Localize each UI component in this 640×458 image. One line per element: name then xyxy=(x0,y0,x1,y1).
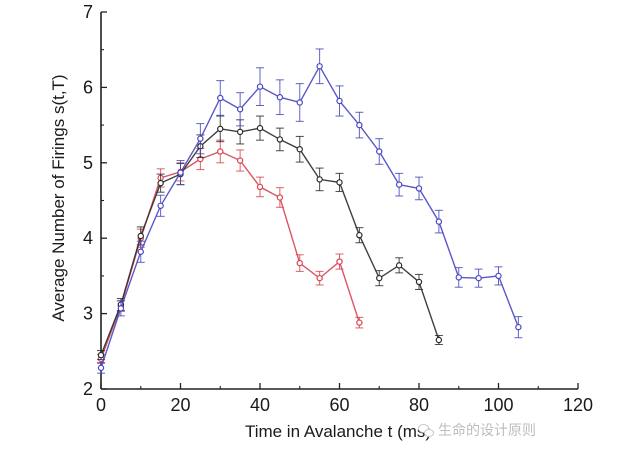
data-point-black xyxy=(236,128,244,136)
data-point-black xyxy=(217,125,224,133)
data-point-red xyxy=(356,319,363,326)
series-line-blue xyxy=(100,64,520,369)
plot-axes: 0 20 40 60 80 100 120 2 3 4 5 6 7 xyxy=(83,2,593,415)
series-black xyxy=(97,115,443,361)
data-point-blue xyxy=(435,218,443,225)
data-point-blue xyxy=(177,169,184,176)
x-tick-label: 60 xyxy=(329,395,349,415)
data-point-blue xyxy=(515,323,522,331)
data-point-blue xyxy=(236,106,244,113)
data-point-black xyxy=(435,336,443,344)
data-point-blue xyxy=(356,121,363,129)
data-point-black xyxy=(137,232,144,240)
watermark-text: 生命的设计原则 xyxy=(438,422,536,438)
data-point-blue xyxy=(415,185,423,192)
x-axis-label: Time in Avalanche t (ms) xyxy=(245,422,431,441)
data-point-blue xyxy=(395,181,403,188)
data-point-blue xyxy=(376,148,383,155)
data-point-blue xyxy=(296,99,303,106)
x-tick-label: 100 xyxy=(483,395,513,415)
data-point-red xyxy=(336,258,343,265)
data-point-blue xyxy=(157,202,164,209)
y-axis-label: Average Number of Firings s(t,T) xyxy=(49,74,68,321)
data-point-black xyxy=(157,179,164,187)
x-tick-label: 0 xyxy=(96,395,106,415)
data-point-black xyxy=(336,179,343,186)
data-point-black xyxy=(356,231,363,239)
y-tick-label: 6 xyxy=(83,77,93,97)
data-point-blue xyxy=(256,83,264,90)
data-point-blue xyxy=(217,94,224,102)
data-point-blue xyxy=(316,63,323,70)
data-point-red xyxy=(236,157,244,164)
data-point-blue xyxy=(276,94,284,101)
data-point-blue xyxy=(117,305,125,312)
data-point-black xyxy=(256,124,264,132)
data-point-blue xyxy=(455,274,462,281)
y-tick-label: 4 xyxy=(83,228,93,248)
y-tick-label: 7 xyxy=(83,2,93,22)
data-point-black xyxy=(376,274,383,282)
data-point-blue xyxy=(97,364,105,372)
y-tick-label: 3 xyxy=(83,304,93,324)
data-point-red xyxy=(316,274,323,282)
data-point-red xyxy=(256,183,264,191)
series-blue xyxy=(97,48,523,374)
y-tick-label: 5 xyxy=(83,153,93,173)
x-tick-label: 20 xyxy=(170,395,190,415)
data-point-blue xyxy=(137,248,144,255)
wechat-icon xyxy=(418,423,434,437)
data-point-black xyxy=(296,146,303,153)
x-tick-label: 40 xyxy=(250,395,270,415)
watermark: 生命的设计原则 xyxy=(418,420,536,440)
series-line-black xyxy=(100,127,440,356)
data-point-black xyxy=(97,351,105,359)
x-tick-label: 80 xyxy=(409,395,429,415)
data-point-red xyxy=(276,194,284,201)
data-point-red xyxy=(296,259,303,267)
data-point-black xyxy=(316,176,323,183)
series-layer xyxy=(97,48,523,374)
data-point-red xyxy=(217,148,224,155)
x-tick-label: 120 xyxy=(563,395,593,415)
data-point-blue xyxy=(336,97,343,105)
y-tick-label: 2 xyxy=(83,379,93,399)
data-point-blue xyxy=(495,272,502,280)
data-point-blue xyxy=(197,135,204,142)
data-point-black xyxy=(276,136,284,143)
series-red xyxy=(97,139,364,364)
data-point-black xyxy=(395,262,403,269)
data-point-blue xyxy=(475,274,482,282)
data-point-black xyxy=(415,278,423,286)
